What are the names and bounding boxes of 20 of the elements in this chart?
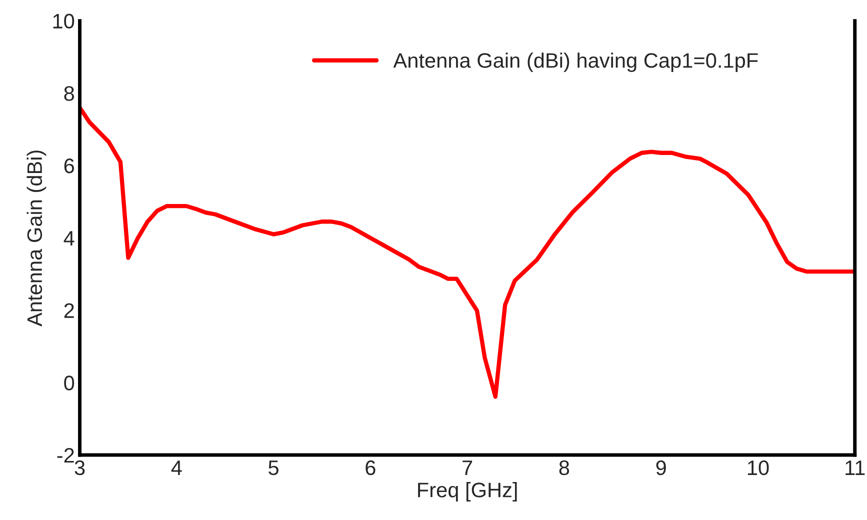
x-tick-label: 9 <box>656 460 666 476</box>
y-tick-label: 10 <box>53 14 74 29</box>
x-axis-title: Freq [GHz] <box>418 482 517 502</box>
x-tick-label: 10 <box>748 460 769 476</box>
x-tick-label: 8 <box>559 460 570 476</box>
x-tick-label: 7 <box>462 460 472 475</box>
y-tick-label: 4 <box>64 231 74 246</box>
y-tick-label: -2 <box>57 448 74 463</box>
y-tick-label: 6 <box>64 158 74 174</box>
y-axis-title: Antenna Gain (dBi) <box>26 150 46 326</box>
x-tick-label: 6 <box>366 460 376 476</box>
legend-label: Antenna Gain (dBi) having Cap1=0.1pF <box>393 52 758 72</box>
x-tick-label: 5 <box>268 460 278 476</box>
y-tick-label: 8 <box>64 86 74 101</box>
y-tick-label: 2 <box>64 303 74 318</box>
y-tick-label: 0 <box>64 376 74 390</box>
x-tick-label: 3 <box>74 460 85 476</box>
x-tick-label: 11 <box>846 460 865 475</box>
x-tick-label: 4 <box>171 460 182 475</box>
line-series <box>80 106 855 399</box>
